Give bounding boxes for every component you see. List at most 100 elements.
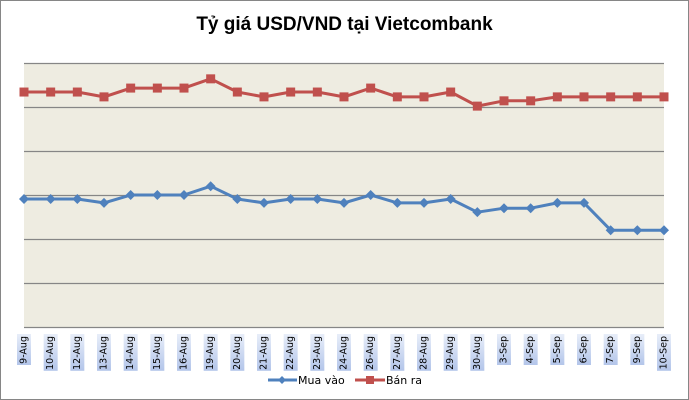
square-marker-icon bbox=[392, 92, 402, 102]
x-tick-label: 12-Aug bbox=[70, 334, 85, 371]
square-marker-icon bbox=[446, 87, 456, 97]
x-tick-label: 15-Aug bbox=[150, 334, 165, 371]
svg-text:21-Aug: 21-Aug bbox=[259, 336, 270, 370]
x-tick-label: 26-Aug bbox=[363, 334, 378, 371]
diamond-marker-icon bbox=[45, 193, 56, 204]
x-tick-label: 29-Aug bbox=[443, 334, 458, 371]
svg-text:4-Sep: 4-Sep bbox=[525, 336, 536, 363]
x-tick-label: 9-Sep bbox=[630, 334, 645, 365]
diamond-marker-icon bbox=[605, 225, 616, 236]
x-tick-label: 22-Aug bbox=[283, 334, 298, 371]
diamond-marker-icon bbox=[278, 376, 286, 384]
x-tick-label: 16-Aug bbox=[177, 334, 191, 371]
diamond-marker-icon bbox=[552, 197, 563, 208]
x-tick-label: 3-Sep bbox=[497, 334, 511, 365]
square-marker-icon bbox=[259, 92, 269, 102]
square-marker-icon bbox=[179, 83, 189, 93]
x-tick-label: 21-Aug bbox=[257, 334, 271, 371]
diamond-marker-icon bbox=[659, 225, 669, 236]
x-tick-label: 23-Aug bbox=[310, 334, 325, 371]
x-tick-label: 4-Sep bbox=[523, 334, 538, 365]
x-tick-label: 9-Aug bbox=[17, 334, 31, 365]
square-marker-icon bbox=[312, 87, 322, 97]
square-marker-icon bbox=[286, 87, 296, 97]
square-marker-icon bbox=[632, 92, 642, 102]
x-axis-labels: 9-Aug 10-Aug 12-Aug 13-Aug 14-Aug 15-Aug 16-Au… bbox=[17, 334, 671, 371]
svg-text:12-Aug: 12-Aug bbox=[72, 336, 83, 370]
diamond-marker-icon bbox=[445, 193, 456, 204]
diamond-marker-icon bbox=[312, 193, 323, 204]
diamond-marker-icon bbox=[205, 181, 216, 192]
svg-text:22-Aug: 22-Aug bbox=[285, 336, 296, 370]
diamond-marker-icon bbox=[339, 197, 349, 208]
square-marker-icon bbox=[366, 376, 374, 384]
diamond-marker-icon bbox=[579, 197, 589, 208]
svg-text:3-Sep: 3-Sep bbox=[499, 336, 510, 363]
x-tick-label: 10-Aug bbox=[43, 334, 58, 371]
svg-text:9-Sep: 9-Sep bbox=[632, 336, 643, 363]
svg-text:30-Aug: 30-Aug bbox=[472, 336, 483, 370]
x-tick-label: 14-Aug bbox=[123, 334, 138, 371]
square-marker-icon bbox=[552, 92, 562, 102]
diamond-marker-icon bbox=[525, 203, 536, 214]
diamond-marker-icon bbox=[72, 193, 83, 204]
diamond-marker-icon bbox=[152, 190, 163, 200]
chart-title: Tỷ giá USD/VND tại Vietcombank bbox=[196, 14, 493, 35]
svg-text:27-Aug: 27-Aug bbox=[392, 336, 403, 370]
legend-label: Mua vào bbox=[298, 374, 345, 387]
diamond-marker-icon bbox=[472, 207, 483, 218]
square-marker-icon bbox=[46, 87, 56, 97]
diamond-marker-icon bbox=[499, 203, 509, 214]
svg-text:28-Aug: 28-Aug bbox=[419, 336, 430, 370]
legend: Mua vào Bán ra bbox=[268, 374, 422, 387]
square-marker-icon bbox=[152, 83, 162, 93]
x-tick-label: 19-Aug bbox=[203, 334, 218, 371]
svg-text:29-Aug: 29-Aug bbox=[445, 336, 456, 370]
diamond-marker-icon bbox=[99, 197, 109, 208]
gridlines bbox=[24, 62, 664, 329]
x-tick-label: 10-Sep bbox=[657, 334, 671, 371]
x-tick-label: 27-Aug bbox=[390, 334, 405, 371]
series-lines bbox=[19, 74, 669, 236]
legend-item-ban-ra: Bán ra bbox=[355, 374, 422, 387]
svg-text:7-Sep: 7-Sep bbox=[605, 336, 616, 363]
svg-text:24-Aug: 24-Aug bbox=[339, 336, 350, 370]
x-tick-label: 28-Aug bbox=[417, 334, 431, 371]
square-marker-icon bbox=[72, 87, 82, 97]
diamond-marker-icon bbox=[19, 193, 29, 204]
x-tick-label: 7-Sep bbox=[603, 334, 618, 365]
square-marker-icon bbox=[499, 96, 509, 106]
square-marker-icon bbox=[526, 96, 536, 106]
square-marker-icon bbox=[659, 92, 669, 102]
square-marker-icon bbox=[99, 92, 109, 102]
square-marker-icon bbox=[19, 87, 29, 97]
diamond-marker-icon bbox=[632, 225, 643, 236]
x-tick-label: 20-Aug bbox=[230, 334, 245, 371]
svg-text:10-Sep: 10-Sep bbox=[659, 336, 670, 369]
svg-text:5-Sep: 5-Sep bbox=[552, 336, 563, 363]
diamond-marker-icon bbox=[419, 197, 429, 208]
square-marker-icon bbox=[366, 83, 376, 93]
diamond-marker-icon bbox=[365, 190, 376, 200]
svg-text:10-Aug: 10-Aug bbox=[45, 336, 56, 370]
svg-text:20-Aug: 20-Aug bbox=[232, 336, 243, 370]
square-marker-icon bbox=[126, 83, 136, 93]
svg-text:16-Aug: 16-Aug bbox=[179, 336, 190, 370]
svg-text:26-Aug: 26-Aug bbox=[365, 336, 376, 370]
diamond-marker-icon bbox=[259, 197, 269, 208]
svg-text:9-Aug: 9-Aug bbox=[19, 336, 30, 364]
svg-text:6-Sep: 6-Sep bbox=[579, 336, 590, 363]
square-marker-icon bbox=[472, 101, 482, 111]
svg-text:15-Aug: 15-Aug bbox=[152, 336, 163, 370]
diamond-marker-icon bbox=[285, 193, 296, 204]
x-tick-label: 24-Aug bbox=[337, 334, 351, 371]
diamond-marker-icon bbox=[125, 190, 136, 200]
square-marker-icon bbox=[606, 92, 616, 102]
svg-text:14-Aug: 14-Aug bbox=[125, 336, 136, 370]
square-marker-icon bbox=[579, 92, 589, 102]
svg-text:13-Aug: 13-Aug bbox=[99, 336, 110, 370]
x-tick-label: 30-Aug bbox=[470, 334, 485, 371]
diamond-marker-icon bbox=[179, 190, 189, 200]
square-marker-icon bbox=[206, 74, 216, 84]
